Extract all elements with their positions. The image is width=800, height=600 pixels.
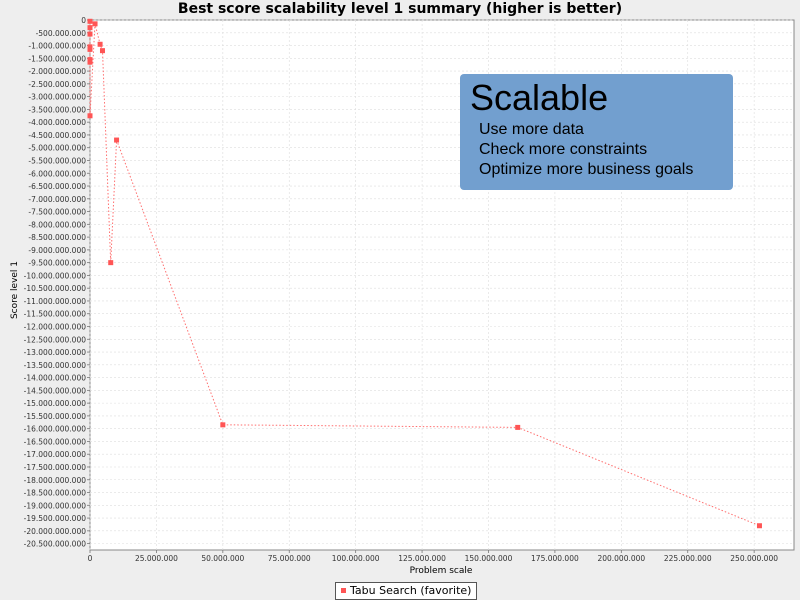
y-tick-label: -4.000.000.000 — [28, 118, 86, 127]
y-tick-label: -14.500.000.000 — [24, 386, 87, 395]
y-tick-label: -16.000.000.000 — [24, 425, 87, 434]
data-point — [87, 46, 93, 52]
x-tick-label: 225.000.000 — [664, 554, 712, 563]
y-tick-label: -5.500.000.000 — [28, 156, 86, 165]
y-tick-label: -11.000.000.000 — [24, 297, 87, 306]
y-tick-label: -2.000.000.000 — [28, 67, 86, 76]
data-point — [99, 48, 105, 54]
data-point — [97, 41, 103, 47]
y-tick-label: -1.000.000.000 — [28, 42, 86, 51]
x-tick-label: 0 — [88, 554, 93, 563]
x-tick-label: 75.000.000 — [268, 554, 311, 563]
data-point — [114, 137, 120, 143]
x-tick-label: 125.000.000 — [398, 554, 446, 563]
y-tick-label: -18.500.000.000 — [24, 489, 87, 498]
callout-line-constraints: Check more constraints — [479, 141, 648, 158]
y-tick-label: -14.000.000.000 — [24, 374, 87, 383]
y-tick-label: -500.000.000 — [36, 29, 87, 38]
y-tick-label: -11.500.000.000 — [24, 310, 87, 319]
y-tick-label: -19.000.000.000 — [24, 501, 87, 510]
y-tick-label: -5.000.000.000 — [28, 144, 86, 153]
y-tick-label: -8.500.000.000 — [28, 233, 86, 242]
y-tick-label: -3.500.000.000 — [28, 105, 86, 114]
legend-marker-icon — [341, 587, 346, 593]
y-tick-label: -19.500.000.000 — [24, 514, 87, 523]
y-tick-label: -10.000.000.000 — [24, 271, 87, 280]
y-tick-label: -1.500.000.000 — [28, 54, 86, 63]
y-tick-label: -13.000.000.000 — [24, 348, 87, 357]
data-point — [515, 424, 521, 430]
legend: Tabu Search (favorite) — [335, 582, 478, 600]
y-tick-label: -9.500.000.000 — [28, 259, 86, 268]
y-tick-label: -16.500.000.000 — [24, 437, 87, 446]
series-line — [89, 21, 760, 527]
x-tick-label: 150.000.000 — [465, 554, 513, 563]
data-point — [756, 523, 762, 529]
scalable-callout: Scalable Use more data Check more constr… — [460, 74, 733, 190]
y-tick-label: -4.500.000.000 — [28, 131, 86, 140]
x-tick-label: 175.000.000 — [531, 554, 579, 563]
y-axis: 0 -500.000.000 -1.000.000.000 -1.500.000.00… — [24, 16, 90, 549]
grid — [89, 19, 794, 550]
y-tick-label: -18.000.000.000 — [24, 476, 87, 485]
x-tick-label: 200.000.000 — [597, 554, 645, 563]
data-point — [87, 25, 93, 31]
y-tick-label: -15.000.000.000 — [24, 399, 87, 408]
y-tick-label: -20.500.000.000 — [24, 540, 87, 549]
y-tick-label: 0 — [81, 16, 86, 25]
data-point — [220, 422, 226, 428]
data-point — [87, 59, 93, 65]
y-axis-label: Score level 1 — [10, 261, 20, 319]
y-tick-label: -13.500.000.000 — [24, 361, 87, 370]
y-tick-label: -2.500.000.000 — [28, 80, 86, 89]
chart-title: Best score scalability level 1 summary (… — [177, 1, 623, 17]
data-point — [87, 44, 93, 50]
y-tick-label: -12.000.000.000 — [24, 323, 87, 332]
series-tabu-search — [87, 18, 762, 529]
x-tick-label: 50.000.000 — [201, 554, 244, 563]
callout-title: Scalable — [470, 77, 609, 118]
y-tick-label: -3.000.000.000 — [28, 93, 86, 102]
data-point — [87, 31, 93, 37]
y-tick-label: -6.000.000.000 — [28, 169, 86, 178]
callout-line-data: Use more data — [479, 121, 584, 138]
y-tick-label: -7.000.000.000 — [28, 195, 86, 204]
y-tick-label: -15.500.000.000 — [24, 412, 87, 421]
y-tick-label: -10.500.000.000 — [24, 284, 87, 293]
x-tick-label: 250.000.000 — [730, 554, 778, 563]
x-tick-label: 25.000.000 — [135, 554, 178, 563]
data-point — [92, 21, 98, 27]
data-point — [87, 57, 93, 63]
data-point — [87, 113, 93, 119]
x-tick-label: 100.000.000 — [332, 554, 380, 563]
y-tick-label: -17.000.000.000 — [24, 450, 87, 459]
legend-label: Tabu Search (favorite) — [350, 584, 472, 597]
data-point — [87, 18, 93, 24]
y-tick-label: -12.500.000.000 — [24, 335, 87, 344]
y-tick-label: -6.500.000.000 — [28, 182, 86, 191]
x-axis-label: Problem scale — [410, 566, 473, 576]
data-point — [108, 260, 114, 266]
callout-line-goals: Optimize more business goals — [479, 161, 694, 178]
y-tick-label: -7.500.000.000 — [28, 208, 86, 217]
x-axis: 0 25.000.000 50.000.000 75.000.000 100.000.0… — [88, 550, 778, 563]
y-tick-label: -20.000.000.000 — [24, 527, 87, 536]
y-tick-label: -9.000.000.000 — [28, 246, 86, 255]
y-tick-label: -17.500.000.000 — [24, 463, 87, 472]
y-tick-label: -8.000.000.000 — [28, 220, 86, 229]
